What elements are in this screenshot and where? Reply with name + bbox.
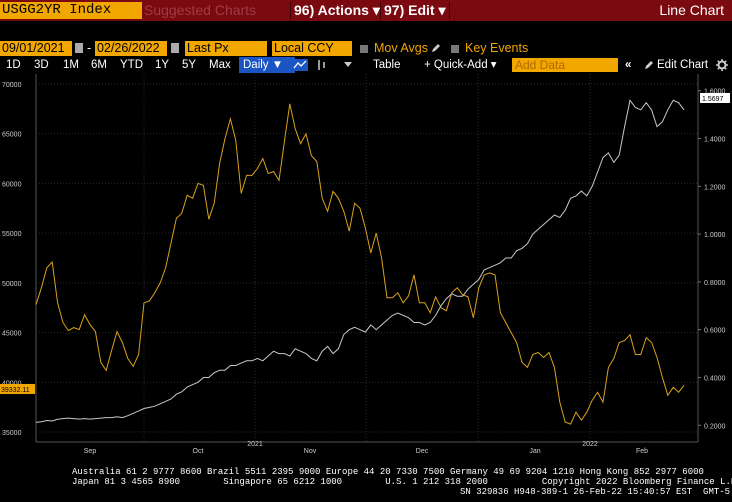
x-axis-tick: Oct [193, 448, 204, 455]
line-style-icon[interactable] [292, 59, 308, 71]
mov-avgs-checkbox[interactable] [360, 45, 368, 53]
x-axis-tick: Sep [84, 448, 97, 455]
right-axis-tick: 1.2000 [704, 184, 726, 191]
right-last-value: 1.5697 [702, 96, 724, 103]
currency-select[interactable]: Local CCY [272, 41, 352, 56]
right-axis-tick: 0.2000 [704, 423, 726, 430]
left-axis-tick: 40000 [2, 380, 22, 387]
edit-menu[interactable]: 97) Edit ▾ [384, 2, 446, 18]
right-axis-tick: 0.8000 [704, 280, 726, 287]
right-last-value-tag [700, 92, 730, 103]
pencil-icon[interactable] [431, 43, 441, 53]
date-separator: - [87, 41, 92, 55]
right-axis-tick: 1.6000 [704, 89, 726, 96]
x-axis-tick: Dec [416, 448, 429, 455]
frequency-select[interactable]: Daily ▼ [239, 57, 295, 73]
range-3d[interactable]: 3D [34, 59, 49, 71]
suggested-charts-button[interactable]: Suggested Charts [144, 2, 257, 18]
series-line-right [35, 99, 685, 423]
candle-icon[interactable] [316, 59, 328, 71]
right-axis-tick: 0.6000 [704, 328, 726, 335]
x-axis-tick: Jan [529, 448, 540, 455]
left-axis-tick: 35000 [2, 430, 22, 437]
collapse-icon[interactable]: « [625, 59, 632, 71]
left-axis-tick: 55000 [2, 231, 22, 238]
x-axis-year: 2022 [582, 441, 598, 448]
title-bar: USGG2YR Index Suggested Charts 96) Actio… [0, 0, 732, 21]
range-1m[interactable]: 1M [63, 59, 79, 71]
range-max[interactable]: Max [209, 59, 231, 71]
add-data-input[interactable]: Add Data [512, 58, 618, 72]
range-1y[interactable]: 1Y [155, 59, 170, 71]
footer: Australia 61 2 9777 8600 Brazil 5511 239… [0, 462, 732, 502]
left-axis-tick: 65000 [2, 132, 22, 139]
calendar-icon[interactable] [75, 43, 83, 53]
quick-add-button[interactable]: + Quick-Add ▾ [424, 59, 497, 71]
gear-icon[interactable] [716, 59, 728, 71]
footer-session: SN 329836 H948-389-1 26-Feb-22 15:40:57 … [460, 487, 732, 497]
end-date-field[interactable]: 02/26/2022 [95, 41, 167, 56]
key-events-checkbox[interactable] [451, 45, 459, 53]
line-chart[interactable]: 70000 65000 60000 55000 50000 45000 40000 35000… [0, 74, 732, 462]
left-last-value: 39332.11 [1, 387, 30, 394]
footer-contacts-2: Japan 81 3 4565 8900 Singapore 65 6212 1… [72, 477, 732, 487]
series-line-left [35, 103, 685, 425]
range-6m[interactable]: 6M [91, 59, 107, 71]
left-axis-tick: 45000 [2, 331, 22, 338]
actions-menu[interactable]: 96) Actions ▾ [294, 2, 380, 18]
left-axis-tick: 50000 [2, 281, 22, 288]
x-axis-tick: Feb [636, 448, 648, 455]
field-select[interactable]: Last Px [185, 41, 267, 56]
left-axis-tick: 60000 [2, 181, 22, 188]
left-axis-tick: 70000 [2, 82, 22, 89]
right-axis-tick: 0.4000 [704, 375, 726, 382]
right-axis-tick: 1.0000 [704, 232, 726, 239]
date-controls-row: 09/01/2021 - 02/26/2022 Last Px Local CC… [0, 40, 732, 57]
edit-chart-button[interactable]: Edit Chart [657, 59, 709, 71]
calendar-icon[interactable] [171, 43, 179, 53]
left-last-value-tag [0, 383, 35, 394]
pencil-icon[interactable] [644, 60, 654, 70]
range-toolbar: 1D 3D 1M 6M YTD 1Y 5Y Max Daily ▼ Table … [0, 57, 732, 74]
chevron-down-icon[interactable] [344, 62, 352, 68]
mov-avgs-label[interactable]: Mov Avgs [374, 41, 428, 55]
range-ytd[interactable]: YTD [120, 59, 143, 71]
divider [449, 2, 450, 19]
range-5y[interactable]: 5Y [182, 59, 197, 71]
divider [290, 2, 291, 19]
footer-contacts-1: Australia 61 2 9777 8600 Brazil 5511 239… [72, 467, 704, 477]
chart-type-title: Line Chart [659, 2, 724, 18]
x-axis-year: 2021 [247, 441, 263, 448]
divider [380, 2, 381, 19]
key-events-label[interactable]: Key Events [465, 41, 529, 55]
x-axis-tick: Nov [304, 448, 317, 455]
ticker-input[interactable]: USGG2YR Index [0, 2, 142, 19]
right-axis-tick: 1.4000 [704, 137, 726, 144]
range-1d[interactable]: 1D [6, 59, 21, 71]
start-date-field[interactable]: 09/01/2021 [0, 41, 72, 56]
table-button[interactable]: Table [373, 59, 401, 71]
